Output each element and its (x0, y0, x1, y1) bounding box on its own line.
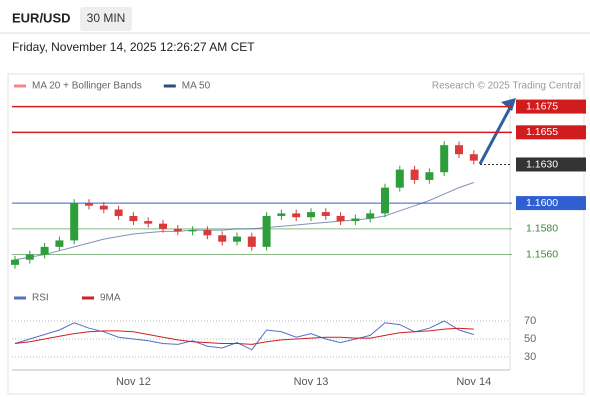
candle-body (70, 203, 79, 241)
candle-body (203, 230, 212, 236)
candle-body (11, 259, 19, 265)
timeframe-box[interactable] (80, 7, 132, 31)
arrow-head (501, 98, 516, 111)
rsi-tick-label: 50 (524, 333, 536, 345)
rsi-line (14, 327, 474, 345)
level-tag (516, 157, 586, 172)
candle-body (218, 235, 227, 242)
candle-body (144, 221, 153, 224)
candle-body (25, 254, 34, 260)
candle-body (336, 215, 345, 222)
candle-body (247, 236, 256, 247)
candle-body (455, 145, 463, 155)
rsi-tick-label: 70 (524, 315, 536, 327)
candle-body (159, 223, 167, 229)
candle-body (188, 230, 197, 232)
ma-line (14, 182, 474, 261)
level-label: 1.1655 (526, 126, 558, 138)
rsi-line (14, 320, 474, 351)
candle-body (366, 213, 375, 219)
timeframe[interactable]: 30 MIN (87, 11, 126, 25)
level-tag (516, 99, 586, 114)
candle-body (129, 215, 138, 222)
candle-body (307, 212, 315, 218)
legend-label: MA 50 (182, 81, 211, 92)
level-label: 1.1675 (526, 100, 558, 112)
candle-body (55, 240, 64, 247)
candle-body (440, 145, 449, 173)
level-label: 1.1560 (526, 248, 558, 260)
candle-body (292, 213, 301, 218)
x-tick-label: Nov 13 (294, 376, 329, 388)
legend-label: 9MA (100, 293, 121, 304)
level-label: 1.1600 (526, 197, 558, 209)
candle-body (233, 236, 241, 242)
candle-body (321, 212, 330, 216)
candle-body (114, 209, 123, 216)
x-tick-label: Nov 12 (116, 376, 151, 388)
candle-body (395, 169, 404, 188)
candle-body (351, 218, 360, 222)
candle-body (381, 187, 389, 214)
x-tick-label: Nov 14 (456, 376, 491, 388)
candle-body (85, 203, 93, 206)
candle-body (173, 228, 182, 232)
chart-frame (7, 73, 585, 395)
legend-label: RSI (32, 293, 49, 304)
credit: Research © 2025 Trading Central (432, 81, 581, 92)
candle-body (469, 154, 478, 161)
candle-body (40, 246, 49, 255)
datetime: Friday, November 14, 2025 12:26:27 AM CE… (12, 40, 255, 54)
candle-body (277, 213, 286, 216)
level-label: 1.1580 (526, 223, 558, 235)
candle-body (262, 215, 271, 247)
candle-body (425, 172, 434, 180)
candle-body (99, 205, 108, 210)
forecast-arrow (478, 103, 514, 165)
level-label: 1.1630 (526, 158, 558, 170)
level-tag (516, 125, 586, 140)
symbol: EUR/USD (12, 10, 71, 25)
candle-body (410, 169, 419, 180)
rsi-tick-label: 30 (524, 351, 536, 363)
level-tag (516, 196, 586, 211)
legend-label: MA 20 + Bollinger Bands (32, 81, 142, 92)
